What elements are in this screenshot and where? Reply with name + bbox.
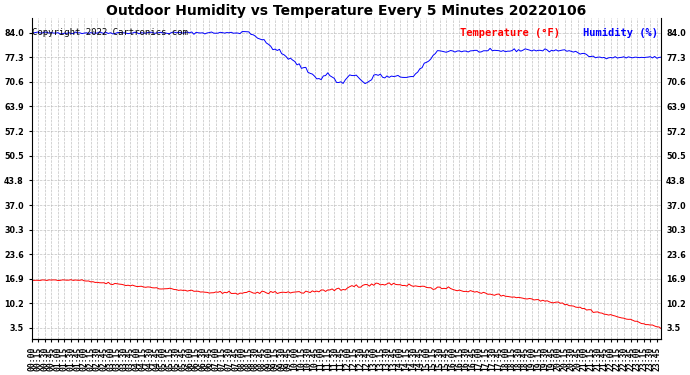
Text: Humidity (%): Humidity (%) bbox=[582, 28, 658, 38]
Text: Temperature (°F): Temperature (°F) bbox=[460, 28, 560, 38]
Text: Copyright 2022 Cartronics.com: Copyright 2022 Cartronics.com bbox=[32, 28, 188, 37]
Title: Outdoor Humidity vs Temperature Every 5 Minutes 20220106: Outdoor Humidity vs Temperature Every 5 … bbox=[106, 4, 586, 18]
